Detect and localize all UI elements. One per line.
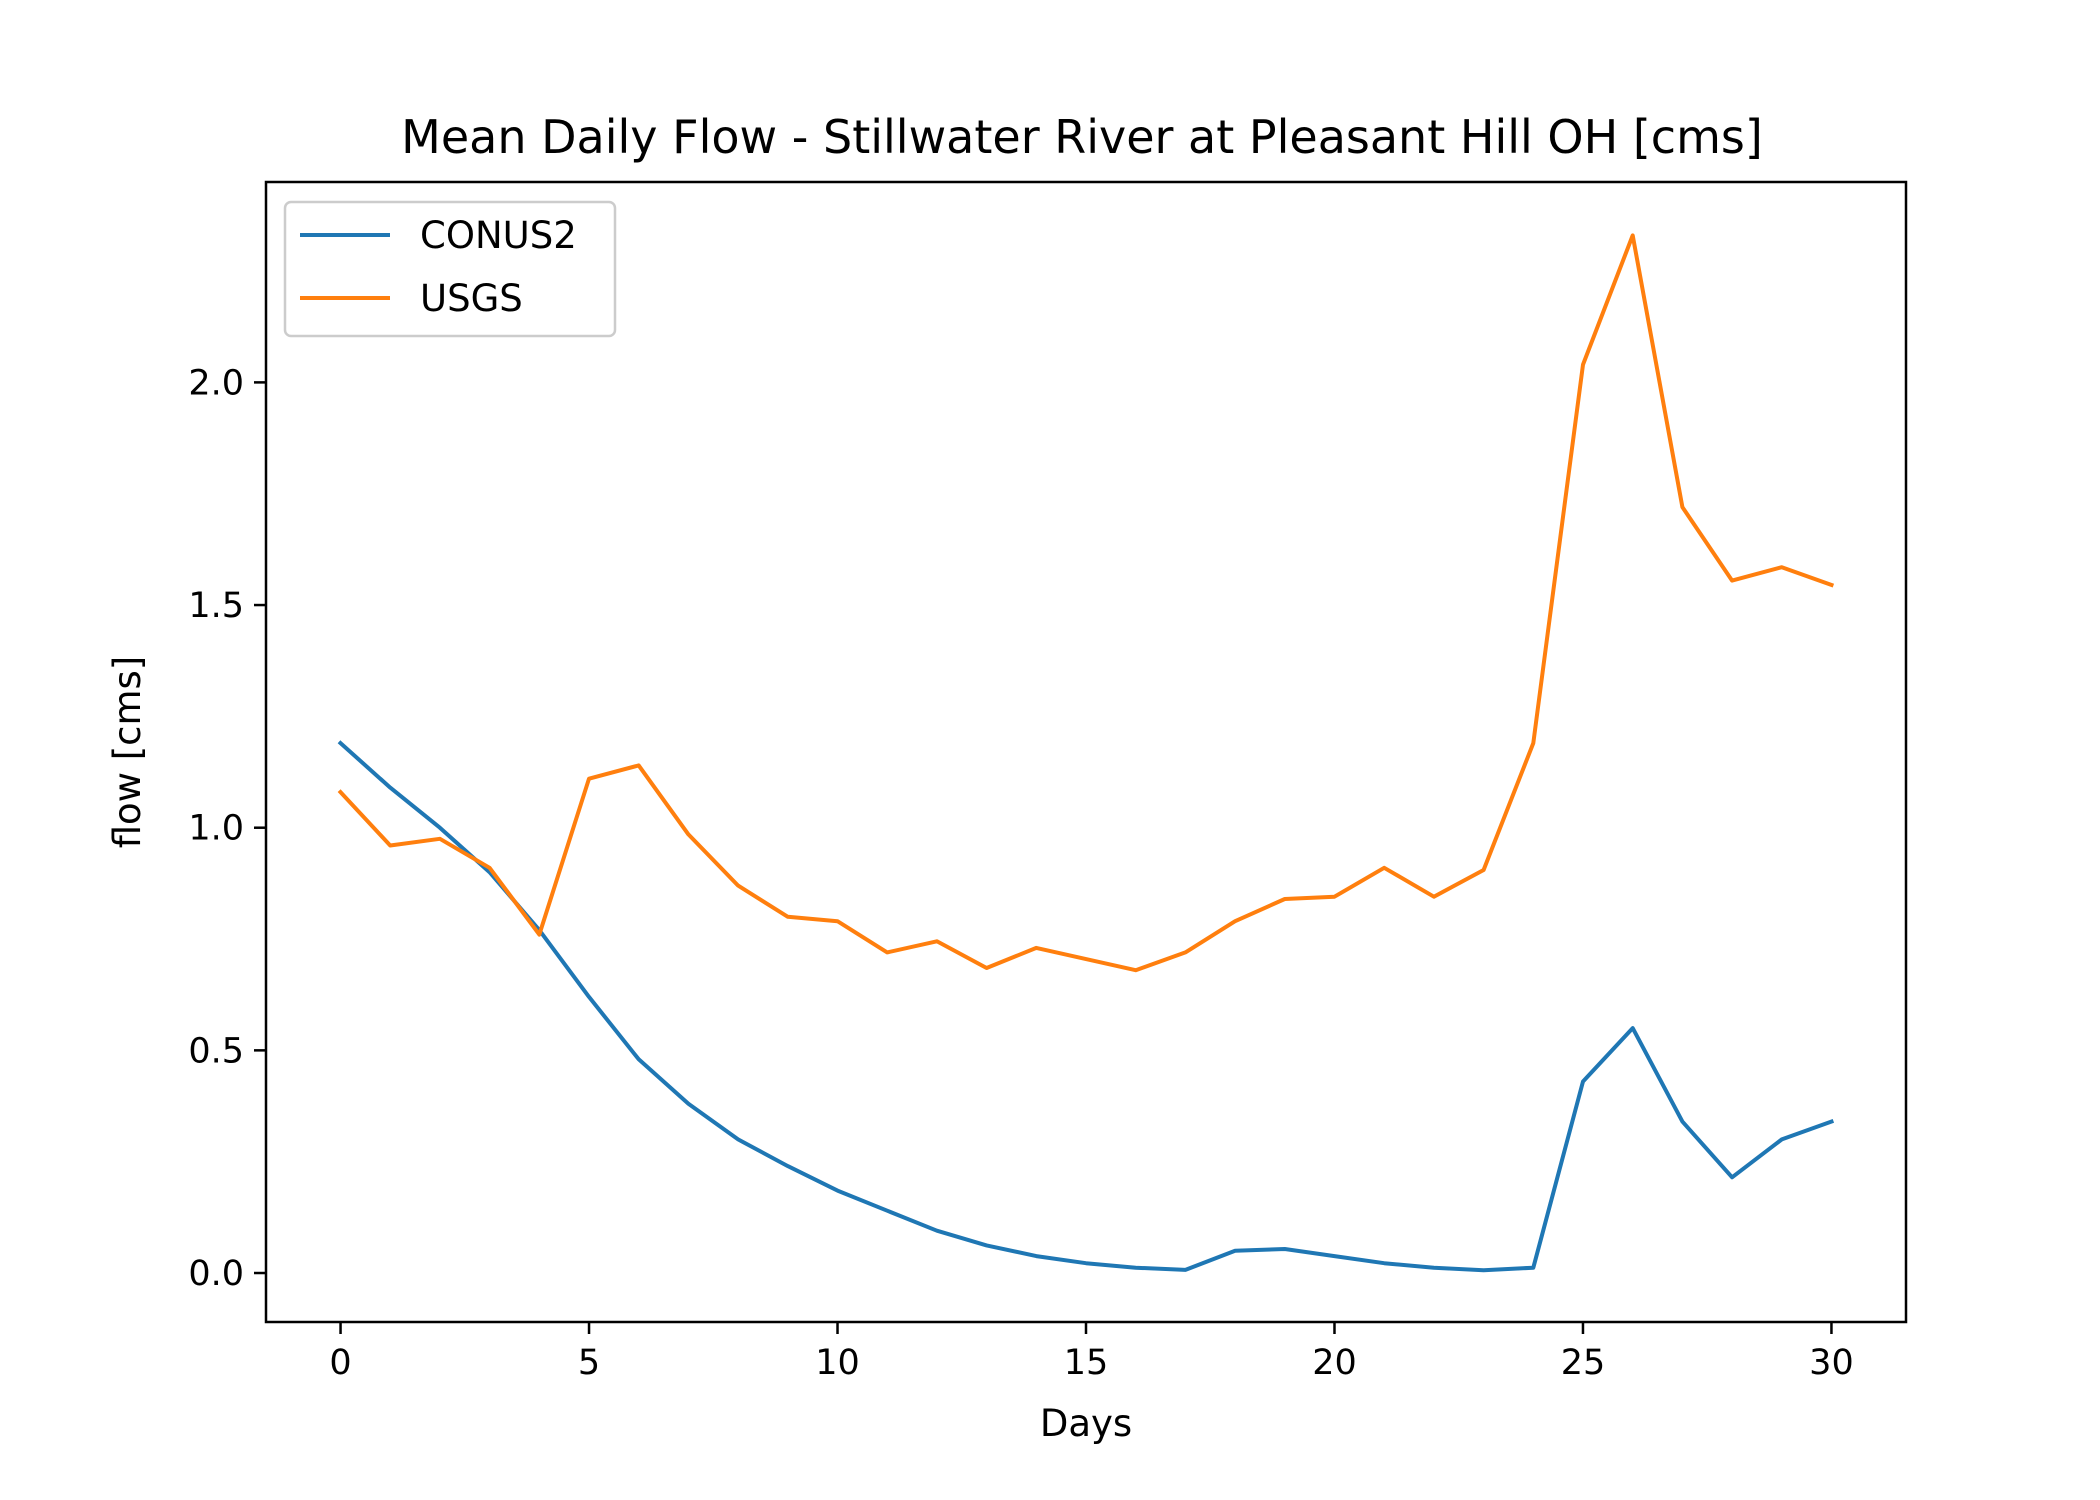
y-tick-label: 0.5 xyxy=(188,1031,244,1071)
x-tick-label: 5 xyxy=(578,1343,600,1383)
y-tick-label: 1.0 xyxy=(188,809,244,849)
legend-label-usgs: USGS xyxy=(420,277,523,320)
y-axis: 0.0 0.5 1.0 1.5 2.0 xyxy=(188,363,266,1294)
plot-frame xyxy=(264,180,1908,1324)
chart-title: Mean Daily Flow - Stillwater River at Pl… xyxy=(401,110,1763,164)
legend-label-conus2: CONUS2 xyxy=(420,214,577,257)
x-tick-label: 15 xyxy=(1064,1343,1109,1383)
y-tick-label: 2.0 xyxy=(188,363,244,403)
x-tick-label: 25 xyxy=(1561,1343,1606,1383)
y-tick-label: 1.5 xyxy=(188,586,244,626)
x-tick-label: 20 xyxy=(1312,1343,1357,1383)
x-tick-label: 30 xyxy=(1809,1343,1854,1383)
x-tick-label: 10 xyxy=(815,1343,860,1383)
legend: CONUS2 USGS xyxy=(283,200,617,338)
series-layer xyxy=(337,233,1835,1273)
series-line-usgs xyxy=(337,233,1835,973)
x-axis-label: Days xyxy=(1040,1402,1132,1445)
x-tick-label: 0 xyxy=(329,1343,351,1383)
x-axis: 0 5 10 15 20 25 30 xyxy=(329,1322,1854,1383)
series-line-conus2 xyxy=(337,740,1835,1273)
y-tick-label: 0.0 xyxy=(188,1254,244,1294)
y-axis-label: flow [cms] xyxy=(106,656,149,849)
